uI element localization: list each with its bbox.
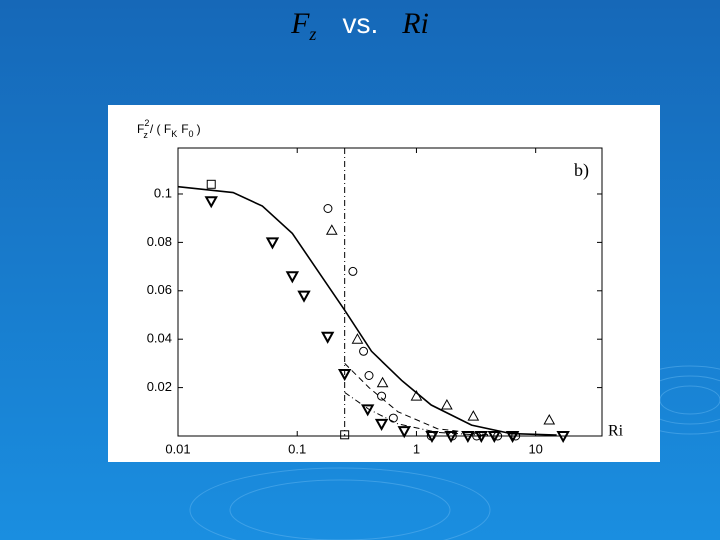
triangle-marker — [376, 376, 389, 388]
square-marker — [206, 179, 216, 189]
y-tick-label: 0.02 — [147, 379, 172, 394]
panel-label: b) — [574, 160, 589, 181]
inverted-triangle-marker — [204, 196, 218, 209]
circle-marker — [388, 413, 398, 423]
y-tick-label: 0.04 — [147, 331, 172, 346]
x-tick-label: 10 — [528, 441, 542, 456]
ylabel-part: 0 — [189, 129, 194, 139]
triangle-marker — [441, 398, 453, 410]
inverted-triangle-marker — [397, 426, 411, 439]
y-tick-label: 0.1 — [154, 185, 172, 200]
y-axis-label: F2 z / ( FK F0) — [137, 118, 201, 140]
inverted-triangle-marker — [285, 271, 300, 284]
inverted-triangle-marker — [556, 431, 570, 444]
inverted-triangle-marker — [374, 418, 389, 431]
x-tick-label: 0.01 — [165, 441, 190, 456]
circle-marker — [377, 391, 387, 401]
ylabel-part: F — [137, 122, 144, 136]
x-tick-label: 0.1 — [288, 441, 306, 456]
slide-title: Fz vs. Ri — [290, 7, 429, 44]
inverted-triangle-marker — [297, 290, 311, 303]
inverted-triangle-marker — [360, 404, 375, 417]
ylabel-part: K — [171, 129, 177, 139]
title-subscript: z — [308, 24, 316, 44]
chart-panel — [108, 105, 660, 462]
plot-frame — [177, 147, 603, 437]
x-tick-label: 1 — [413, 441, 420, 456]
circle-marker — [348, 266, 358, 276]
triangle-marker — [325, 224, 338, 235]
inverted-triangle-marker — [444, 431, 458, 444]
curve — [177, 185, 557, 436]
triangle-marker — [543, 413, 556, 425]
inverted-triangle-marker — [474, 431, 489, 444]
inverted-triangle-marker — [487, 431, 502, 444]
y-tick-label: 0.08 — [147, 234, 172, 249]
inverted-triangle-marker — [461, 431, 475, 444]
title-connector: vs. — [342, 8, 378, 39]
title-symbol: F — [290, 7, 310, 40]
inverted-triangle-marker — [265, 237, 280, 250]
ylabel-part: F — [181, 122, 188, 136]
inverted-triangle-marker — [425, 431, 439, 444]
circle-marker — [323, 204, 333, 214]
title-variable: Ri — [401, 7, 429, 40]
square-marker — [340, 430, 350, 440]
triangle-marker — [410, 390, 423, 401]
curve — [344, 363, 489, 436]
y-tick-label: 0.06 — [147, 282, 172, 297]
inverted-triangle-marker — [505, 431, 520, 444]
inverted-triangle-marker — [337, 369, 352, 382]
triangle-marker — [351, 333, 364, 344]
circle-marker — [359, 346, 369, 356]
x-axis-label: Ri — [608, 423, 624, 440]
plot: 0.01 0.1 1 10 0.02 0.04 0.06 0.08 0.1 — [147, 148, 602, 456]
circle-marker — [364, 370, 374, 380]
ylabel-part: z — [143, 130, 148, 140]
ylabel-part: 2 — [144, 118, 149, 128]
triangle-marker — [467, 410, 480, 421]
ylabel-part: ) — [197, 122, 201, 136]
ylabel-part: / ( F — [150, 122, 171, 136]
inverted-triangle-marker — [320, 331, 335, 344]
